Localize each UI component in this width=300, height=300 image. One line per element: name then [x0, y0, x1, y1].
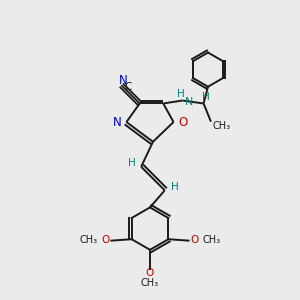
Text: CH₃: CH₃ — [79, 235, 97, 245]
Text: O: O — [178, 116, 188, 128]
Text: CH₃: CH₃ — [141, 278, 159, 288]
Text: N: N — [185, 97, 194, 107]
Text: H: H — [177, 89, 185, 99]
Text: N: N — [113, 116, 122, 128]
Text: O: O — [146, 268, 154, 278]
Text: CH₃: CH₃ — [212, 121, 230, 131]
Text: O: O — [101, 235, 110, 245]
Text: CH₃: CH₃ — [203, 235, 221, 245]
Text: H: H — [202, 92, 210, 102]
Text: C: C — [125, 82, 132, 92]
Text: N: N — [119, 74, 128, 87]
Text: H: H — [128, 158, 136, 168]
Text: H: H — [171, 182, 179, 192]
Text: O: O — [190, 235, 199, 245]
